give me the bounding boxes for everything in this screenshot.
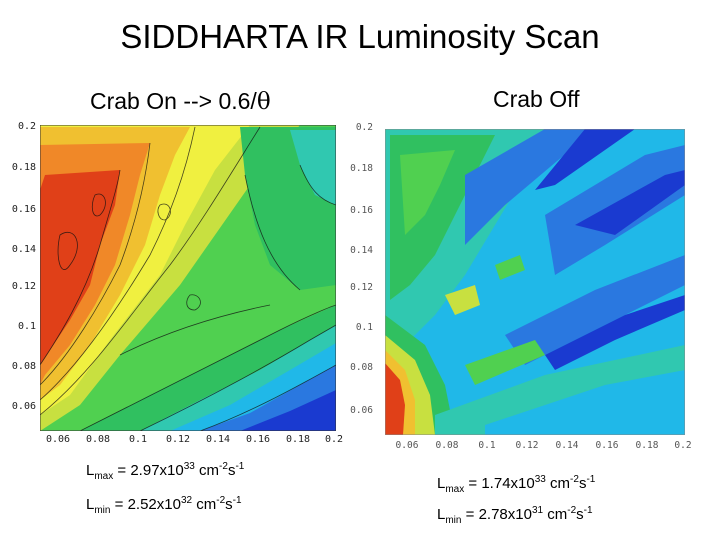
crab-on-xtick: 0.12 bbox=[166, 434, 190, 445]
stat-unit-exponent: -2 bbox=[570, 474, 579, 485]
crab-on-ytick: 0.08 bbox=[12, 361, 36, 372]
crab-off-xtick: 0.12 bbox=[516, 440, 539, 450]
stat-exponent: 31 bbox=[531, 505, 544, 516]
crab-on-xtick: 0.2 bbox=[325, 434, 343, 445]
crab-on-xtick: 0.08 bbox=[86, 434, 110, 445]
crab-on-contours bbox=[40, 125, 336, 431]
stat-unit-s: s bbox=[225, 496, 233, 513]
stat-unit: cm bbox=[194, 462, 220, 479]
crab-on-lmax: Lmax = 2.97x1033 cm-2s-1 bbox=[86, 461, 244, 482]
stat-unit: cm bbox=[192, 496, 217, 513]
theta-symbol: θ bbox=[256, 89, 271, 115]
crab-off-ytick: 0.18 bbox=[350, 163, 373, 174]
crab-on-xtick: 0.14 bbox=[206, 434, 230, 445]
stat-symbol: L bbox=[437, 475, 446, 492]
crab-off-xtick: 0.14 bbox=[556, 440, 579, 450]
crab-on-plot-svg: 0.2 0.18 0.16 0.14 0.12 0.1 0.08 0.06 0.… bbox=[12, 121, 343, 445]
stat-subscript: max bbox=[94, 471, 114, 482]
crab-on-subtitle: Crab On --> 0.6/θ bbox=[90, 88, 271, 115]
crab-off-lmin: Lmin = 2.78x1031 cm-2s-1 bbox=[437, 505, 593, 526]
crab-off-ytick: 0.16 bbox=[350, 205, 373, 216]
stat-symbol: L bbox=[86, 496, 95, 513]
crab-on-ytick: 0.12 bbox=[12, 281, 36, 292]
crab-off-ytick: 0.2 bbox=[356, 122, 373, 133]
stat-exponent: 33 bbox=[183, 461, 195, 472]
crab-off-xtick: 0.1 bbox=[478, 440, 495, 450]
stat-s-exponent: -1 bbox=[586, 474, 596, 485]
crab-off-xtick: 0.2 bbox=[674, 440, 691, 450]
crab-off-contours bbox=[385, 129, 685, 435]
stat-unit-s: s bbox=[576, 506, 584, 523]
crab-on-ytick: 0.18 bbox=[12, 162, 36, 173]
crab-on-lmin: Lmin = 2.52x1032 cm-2s-1 bbox=[86, 495, 242, 516]
stat-exponent: 33 bbox=[534, 474, 546, 485]
crab-on-xtick: 0.1 bbox=[129, 434, 147, 445]
crab-on-ytick: 0.06 bbox=[12, 401, 36, 412]
stat-unit-s: s bbox=[578, 475, 587, 492]
stat-subscript: min bbox=[94, 505, 111, 516]
stat-s-exponent: -1 bbox=[235, 461, 245, 472]
crab-on-xtick: 0.06 bbox=[46, 434, 70, 445]
crab-on-ytick: 0.1 bbox=[18, 321, 36, 332]
crab-on-ytick: 0.2 bbox=[18, 121, 36, 132]
stat-value: = 2.78x10 bbox=[461, 506, 532, 523]
stat-unit: cm bbox=[543, 506, 568, 523]
crab-on-ytick: 0.16 bbox=[12, 204, 36, 215]
stat-unit: cm bbox=[545, 475, 571, 492]
crab-off-ytick: 0.1 bbox=[356, 322, 373, 333]
crab-off-xtick: 0.06 bbox=[396, 440, 419, 450]
stat-symbol: L bbox=[437, 506, 446, 523]
crab-off-ytick: 0.08 bbox=[350, 362, 373, 373]
stat-unit-exponent: -2 bbox=[567, 505, 577, 516]
crab-off-xtick: 0.18 bbox=[636, 440, 659, 450]
page-title: SIDDHARTA IR Luminosity Scan bbox=[120, 18, 600, 55]
crab-off-xtick: 0.08 bbox=[436, 440, 459, 450]
crab-on-contour-plot: 0.2 0.18 0.16 0.14 0.12 0.1 0.08 0.06 0.… bbox=[0, 115, 352, 445]
stat-unit-exponent: -2 bbox=[219, 461, 228, 472]
crab-off-contour-plot: 0.2 0.18 0.16 0.14 0.12 0.1 0.08 0.06 0.… bbox=[345, 115, 705, 451]
stat-exponent: 32 bbox=[180, 495, 193, 506]
crab-off-xtick: 0.16 bbox=[596, 440, 619, 450]
crab-off-subtitle: Crab Off bbox=[493, 86, 580, 112]
crab-off-plot-svg: 0.2 0.18 0.16 0.14 0.12 0.1 0.08 0.06 0.… bbox=[350, 122, 691, 451]
stat-subscript: min bbox=[445, 515, 462, 526]
stat-symbol: L bbox=[86, 462, 95, 479]
crab-on-label: Crab On --> 0.6/ bbox=[90, 88, 257, 114]
stat-value: = 2.97x10 bbox=[113, 462, 184, 479]
stat-s-exponent: -1 bbox=[583, 505, 593, 516]
crab-off-ytick: 0.14 bbox=[350, 245, 373, 256]
crab-on-xtick: 0.18 bbox=[286, 434, 310, 445]
crab-off-lmax: Lmax = 1.74x1033 cm-2s-1 bbox=[437, 474, 595, 495]
crab-on-xtick: 0.16 bbox=[246, 434, 270, 445]
crab-off-ytick: 0.12 bbox=[350, 282, 373, 293]
stat-subscript: max bbox=[445, 484, 465, 495]
stat-value: = 1.74x10 bbox=[464, 475, 535, 492]
crab-on-ytick: 0.14 bbox=[12, 244, 36, 255]
stat-s-exponent: -1 bbox=[232, 495, 242, 506]
stat-unit-exponent: -2 bbox=[216, 495, 226, 506]
stat-unit-s: s bbox=[227, 462, 236, 479]
crab-off-ytick: 0.06 bbox=[350, 405, 373, 416]
stat-value: = 2.52x10 bbox=[110, 496, 181, 513]
